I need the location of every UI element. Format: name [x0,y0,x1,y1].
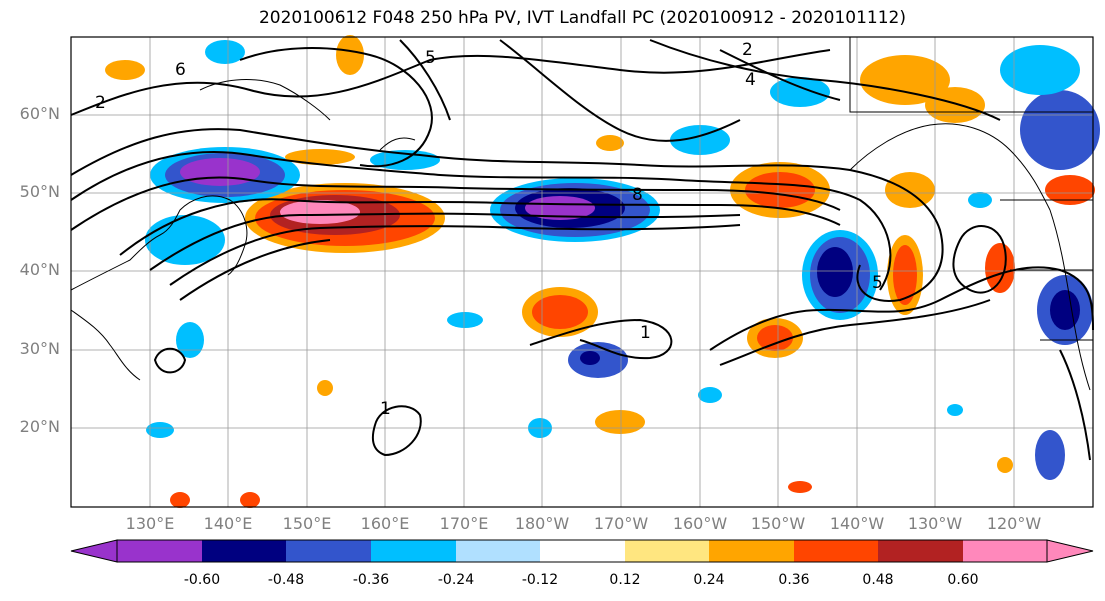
lat-label: 20°N [19,417,60,436]
lat-label: 50°N [19,182,60,201]
lon-label: 150°W [750,514,806,533]
colorbar-swatch [963,540,1047,562]
contour-label: 6 [175,60,186,80]
colorbar-swatch [371,540,456,562]
colorbar-tick-label: -0.24 [437,572,475,588]
lon-label: 150°E [282,514,332,533]
contour-label: 1 [640,323,651,343]
colorbar-tick-label: -0.48 [267,572,305,588]
lon-label: 130°E [125,514,175,533]
lon-label: 170°E [439,514,489,533]
lon-label: 170°W [593,514,649,533]
contour-label: 5 [425,48,436,68]
lat-label: 60°N [19,104,60,123]
colorbar-swatch [794,540,878,562]
contour-label: 5 [872,273,883,293]
colorbar-swatch [117,540,202,562]
pv-contours [70,39,1094,461]
lon-label: 140°E [203,514,253,533]
contour-label: 4 [745,70,756,90]
map-frame [70,36,1094,508]
lat-label: 40°N [19,260,60,279]
colorbar-swatch [709,540,794,562]
colorbar-tick-label: 0.60 [947,572,979,588]
map-title: 2020100612 F048 250 hPa PV, IVT Landfall… [258,8,906,28]
colorbar-tick-label: -0.12 [521,572,559,588]
lon-label: 160°W [672,514,728,533]
colorbar-swatch [202,540,286,562]
colorbar-tick-label: 0.36 [778,572,810,588]
lat-label: 30°N [19,339,60,358]
contour-label: 8 [632,185,643,205]
contour-label: 2 [95,93,106,113]
colorbar-extend-min [70,539,118,563]
colorbar-swatch [625,540,709,562]
colorbar-tick-label: 0.12 [609,572,641,588]
coastlines [70,37,1093,391]
colorbar-tick-label: 0.48 [862,572,894,588]
lon-label: 160°E [360,514,410,533]
colorbar-tick-label: -0.36 [352,572,390,588]
colorbar-swatch [540,540,625,562]
colorbar-tick-label: 0.24 [693,572,725,588]
contour-labels: 2 6 5 4 2 8 1 1 5 [95,40,883,419]
contour-label: 2 [742,40,753,60]
contour-label: 1 [380,399,391,419]
lon-label: 140°W [829,514,885,533]
lon-label: 120°W [986,514,1042,533]
lon-label: 130°W [907,514,963,533]
colorbar-swatch [456,540,540,562]
colorbar-swatch [878,540,963,562]
colorbar [70,539,1094,563]
colorbar-tick-label: -0.60 [183,572,221,588]
lon-label: 180°W [514,514,570,533]
colorbar-swatch [286,540,371,562]
colorbar-extend-max [1046,539,1094,563]
